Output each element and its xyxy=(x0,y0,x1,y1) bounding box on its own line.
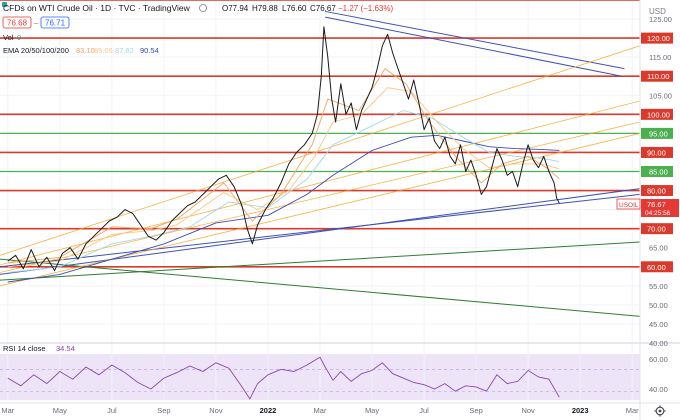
ema100-line xyxy=(7,110,560,273)
volume-value: 0 xyxy=(17,33,21,42)
green-level-tag-box-95 xyxy=(641,127,673,139)
status-dot-icon xyxy=(199,4,207,12)
price-tick-105: 105.00 xyxy=(649,91,672,100)
trendline-5[interactable] xyxy=(0,258,641,317)
time-tick-4: Nov xyxy=(209,406,223,415)
trendline-0[interactable] xyxy=(325,10,625,70)
red-level-tag-box-100 xyxy=(641,108,673,120)
trendline-8[interactable] xyxy=(0,121,641,273)
rsi-value: 34.54 xyxy=(56,344,75,353)
trendline-4[interactable] xyxy=(0,241,641,281)
time-tick-12: Mar xyxy=(626,406,639,415)
ask-price: 76.71 xyxy=(45,19,66,28)
ema20-value: 83.10 xyxy=(76,46,95,55)
price-tick-50: 50.00 xyxy=(649,301,668,310)
trend-lines[interactable] xyxy=(0,10,641,317)
spread-dash: – xyxy=(34,19,39,28)
ohlc-low: L76.60 xyxy=(282,4,307,13)
rsi-tick-40: 40.00 xyxy=(649,385,668,394)
price-tick-45: 45.00 xyxy=(649,320,668,329)
time-tick-8: Jul xyxy=(419,406,429,415)
ema200-line xyxy=(7,134,560,283)
ema200-value: 90.54 xyxy=(140,46,159,55)
green-level-tag-95: 95.00 xyxy=(649,129,668,138)
price-tag-countdown: 04:25:56 xyxy=(645,210,671,217)
horizontal-levels[interactable] xyxy=(0,0,640,268)
price-tick-40: 40.00 xyxy=(649,339,668,348)
price-series xyxy=(7,26,560,283)
ohlc-high: H79.88 xyxy=(252,4,278,13)
time-tick-3: Sep xyxy=(157,406,170,415)
symbol-title[interactable]: CFDs on WTI Crude Oil · 1D · TVC · Tradi… xyxy=(3,3,191,13)
red-level-tag-box-110 xyxy=(641,70,673,82)
time-tick-2: Jul xyxy=(107,406,117,415)
bid-price: 76.68 xyxy=(7,19,28,28)
green-level-tag-box-85 xyxy=(641,166,673,177)
time-tick-9: Sep xyxy=(469,406,482,415)
red-level-tag-90: 90.00 xyxy=(647,148,666,157)
time-tick-0: Mar xyxy=(1,406,14,415)
rsi-tick-60: 60.00 xyxy=(649,355,668,364)
time-tick-11: 2023 xyxy=(572,406,589,415)
red-level-tag-100: 100.00 xyxy=(647,110,670,119)
red-level-tag-box-90 xyxy=(641,146,673,158)
time-tick-7: May xyxy=(365,406,379,415)
price-tick-115: 115.00 xyxy=(649,53,671,62)
current-price-tag: USOIL 76.67 04:25:56 xyxy=(616,198,679,217)
red-level-tag-110: 110.00 xyxy=(647,72,669,81)
market-status-icon xyxy=(2,2,7,7)
red-level-tag-box-80 xyxy=(641,185,673,197)
red-level-tag-80: 80.00 xyxy=(647,187,666,196)
time-tick-6: Mar xyxy=(314,406,327,415)
ema-label: EMA 20/50/100/200 xyxy=(3,46,69,55)
rsi-label: RSI 14 close xyxy=(3,344,46,353)
currency-label[interactable]: USD xyxy=(649,7,666,16)
trendline-6[interactable] xyxy=(0,45,641,256)
red-level-tag-60: 60.00 xyxy=(647,263,666,272)
ema50-value: 85.69 xyxy=(94,46,113,55)
rsi-line xyxy=(7,356,560,400)
price-tick-125: 125.00 xyxy=(649,15,672,24)
symbol-tag: USOIL xyxy=(619,202,639,209)
time-tick-10: Nov xyxy=(521,406,535,415)
trendline-1[interactable] xyxy=(325,16,622,77)
green-level-tag-85: 85.00 xyxy=(649,168,668,177)
price-tag-value: 76.67 xyxy=(647,200,666,209)
rsi-pane xyxy=(0,356,640,400)
ema20-line xyxy=(7,68,560,264)
level-price-tags: 120.00 110.00 100.00 90.00 80.00 70.00 60.00 95… xyxy=(641,32,673,273)
time-tick-5: 2022 xyxy=(260,406,277,415)
red-level-tag-box-120 xyxy=(641,32,673,44)
red-level-tag-70: 70.00 xyxy=(647,225,666,234)
time-tick-1: May xyxy=(53,406,67,415)
price-tick-55: 55.00 xyxy=(649,282,668,291)
time-scale[interactable]: Mar May Jul Sep Nov 2022 Mar May Jul Sep Nov 2023 Ma… xyxy=(1,406,639,415)
trendline-3[interactable] xyxy=(0,193,641,268)
volume-label: Vol xyxy=(3,33,14,42)
ohlc-change: −1.27 (−1.63%) xyxy=(338,4,393,13)
price-line xyxy=(7,26,560,272)
header-legend: CFDs on WTI Crude Oil · 1D · TVC · Tradi… xyxy=(2,2,666,55)
ask-box[interactable] xyxy=(40,16,70,29)
red-level-tag-box-70 xyxy=(641,223,673,235)
ohlc-open: O77.94 xyxy=(222,4,249,13)
ema50-line xyxy=(7,87,560,268)
gear-icon[interactable] xyxy=(654,405,666,417)
price-tick-65: 65.00 xyxy=(649,244,668,253)
price-tag-box xyxy=(641,199,679,217)
red-level-tag-box-60 xyxy=(641,261,673,273)
ema100-value: 87.62 xyxy=(115,46,134,55)
red-level-tag-120: 120.00 xyxy=(647,34,670,43)
ohlc-close: C76.67 xyxy=(310,4,336,13)
bid-box[interactable] xyxy=(2,16,32,29)
symbol-tag-box xyxy=(616,198,641,210)
